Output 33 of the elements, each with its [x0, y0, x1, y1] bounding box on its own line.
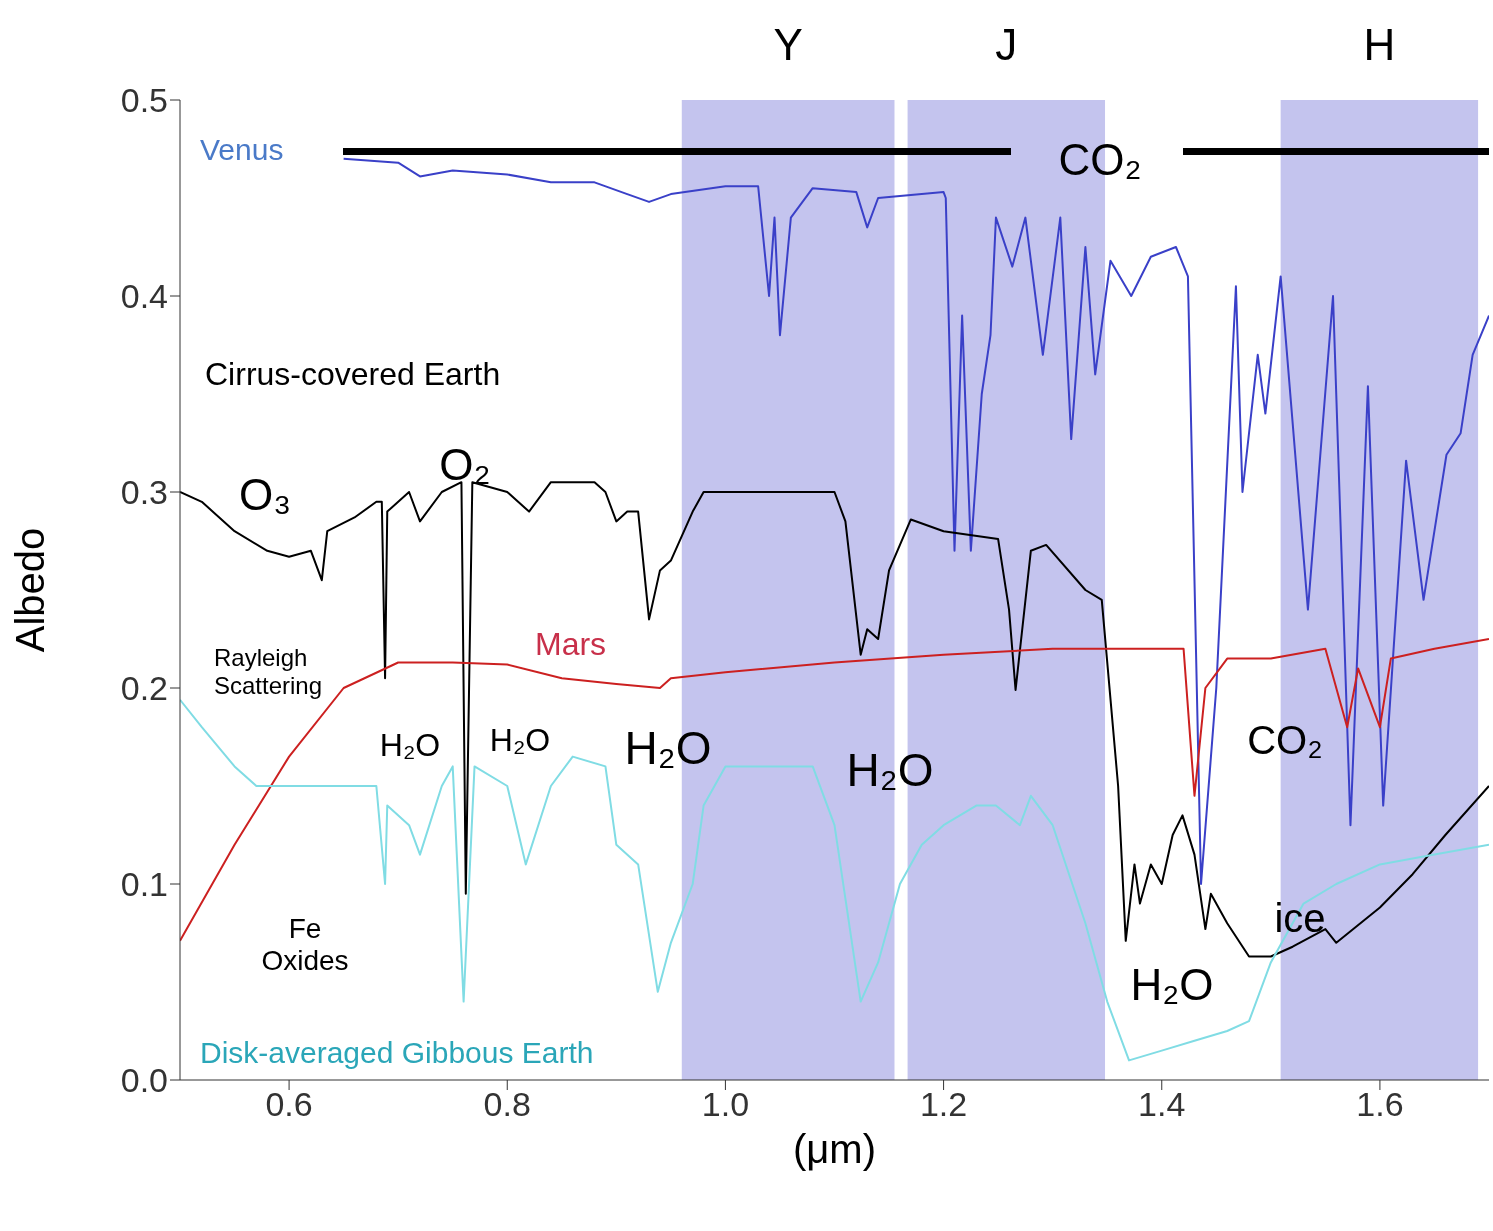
text: Venus	[200, 133, 284, 166]
annotation: ice	[1274, 895, 1326, 941]
annotation: CO₂	[1058, 134, 1142, 186]
x-tick-label: 0.8	[483, 1085, 531, 1124]
x-tick-label: 0.6	[265, 1085, 313, 1124]
annotation: H₂O	[489, 721, 551, 759]
annotation: Rayleigh Scattering	[213, 644, 323, 700]
x-tick-label: 1.2	[919, 1085, 968, 1124]
y-tick-label: 0.3	[120, 473, 168, 512]
annotation: H₂O	[379, 726, 441, 764]
text: Cirrus-covered Earth	[205, 356, 501, 393]
y-tick-label: 0.4	[120, 277, 168, 316]
annotation: H₂O	[624, 721, 712, 775]
annotation: Fe Oxides	[261, 912, 349, 978]
x-tick-label: 1.0	[701, 1085, 750, 1124]
text: Disk-averaged Gibbous Earth	[200, 1036, 594, 1069]
band-label: J	[995, 20, 1018, 69]
y-tick-label: 0.0	[120, 1061, 168, 1100]
y-tick-label: 0.5	[120, 81, 168, 120]
annotation: O₂	[439, 439, 491, 491]
series-label: Mars	[535, 626, 607, 663]
annotation: H₂O	[846, 743, 934, 797]
band-label: Y	[773, 20, 803, 69]
band-label: H	[1363, 20, 1396, 69]
x-tick-label: 1.4	[1138, 1085, 1186, 1124]
annotation: H₂O	[1130, 959, 1214, 1011]
x-tick-label: 1.6	[1356, 1085, 1404, 1124]
x-axis-title: (μm)	[792, 1127, 877, 1171]
y-axis-title: Albedo	[8, 527, 53, 653]
y-tick-label: 0.1	[120, 865, 168, 904]
y-tick-label: 0.2	[120, 669, 168, 708]
annotation: CO₂	[1247, 717, 1323, 763]
annotation: O₃	[238, 469, 292, 521]
